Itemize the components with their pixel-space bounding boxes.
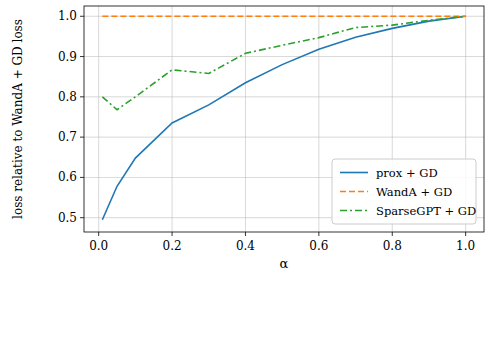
x-tick-label: 0.4 [236, 239, 255, 253]
x-tick-label: 0.0 [89, 239, 108, 253]
x-tick [465, 232, 466, 236]
x-grid-line [318, 6, 319, 232]
y-tick [80, 177, 84, 178]
y-tick [80, 96, 84, 97]
plot-frame [84, 6, 484, 232]
y-tick-label: 0.9 [58, 50, 77, 64]
x-tick-label: 0.6 [309, 239, 328, 253]
y-grid-line [84, 137, 484, 138]
x-tick-label: 1.0 [456, 239, 475, 253]
legend-swatch [340, 191, 368, 193]
legend-label: prox + GD [376, 166, 438, 180]
y-grid-line [84, 16, 484, 17]
x-grid-line [98, 6, 99, 232]
y-grid-line [84, 96, 484, 97]
x-tick [172, 232, 173, 236]
x-grid-line [172, 6, 173, 232]
y-grid-line [84, 56, 484, 57]
series-line [102, 16, 465, 219]
legend-box [332, 159, 476, 224]
y-axis-label: loss relative to WandA + GD loss [11, 19, 25, 219]
x-tick [392, 232, 393, 236]
legend: prox + GD WandA + GD SparseGPT + GD [332, 159, 476, 224]
x-tick [98, 232, 99, 236]
y-tick-label: 1.0 [58, 9, 77, 23]
series-line [102, 16, 465, 109]
legend-swatch [340, 210, 368, 212]
legend-label: WandA + GD [376, 185, 452, 199]
x-axis-label: α [280, 256, 289, 271]
grid [84, 6, 484, 232]
chart: 0.0 0.2 0.4 0.6 0.8 1.0 0.5 0.6 0.7 0.8 0.9 1.0 α los… [0, 0, 490, 346]
series-line [102, 15, 465, 17]
y-tick [80, 16, 84, 17]
y-tick-label: 0.6 [58, 170, 77, 184]
x-tick [245, 232, 246, 236]
y-tick [80, 56, 84, 57]
y-tick [80, 217, 84, 218]
legend-label: SparseGPT + GD [376, 204, 476, 218]
y-tick-label: 0.8 [58, 90, 77, 104]
x-tick [318, 232, 319, 236]
y-tick-label: 0.5 [58, 211, 77, 225]
legend-swatch [340, 172, 368, 174]
plot-area [102, 16, 465, 219]
x-tick-label: 0.8 [383, 239, 402, 253]
y-tick [80, 137, 84, 138]
x-grid-line [245, 6, 246, 232]
y-tick-label: 0.7 [58, 130, 77, 144]
x-tick-label: 0.2 [163, 239, 182, 253]
